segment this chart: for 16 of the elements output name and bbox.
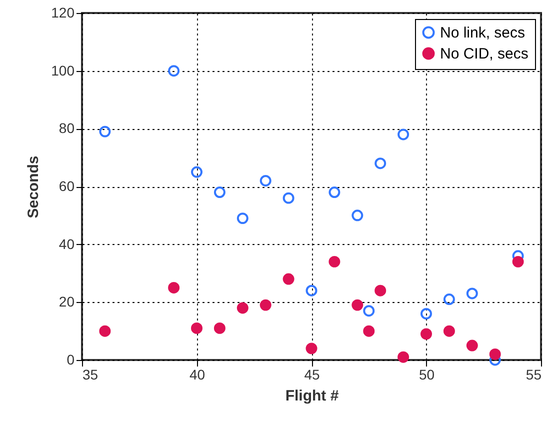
x-tick-label: 50	[418, 366, 435, 382]
x-axis-title: Flight #	[285, 388, 340, 404]
y-tick-label: 20	[58, 294, 75, 310]
legend-label: No link, secs	[440, 24, 526, 42]
y-tick-label: 0	[66, 352, 75, 368]
legend-label: No CID, secs	[440, 46, 528, 62]
y-axis-title: Seconds	[25, 156, 42, 218]
x-tick-label: 55	[526, 366, 542, 382]
x-tick-label: 40	[189, 366, 206, 382]
y-tick-label: 100	[51, 62, 75, 78]
y-tick-label: 80	[58, 120, 75, 136]
y-tick-label: 60	[58, 178, 75, 194]
x-tick-label: 45	[304, 366, 320, 382]
y-tick-label: 120	[51, 4, 75, 20]
y-tick-label: 40	[58, 236, 75, 252]
x-tick-label: 35	[82, 366, 98, 382]
